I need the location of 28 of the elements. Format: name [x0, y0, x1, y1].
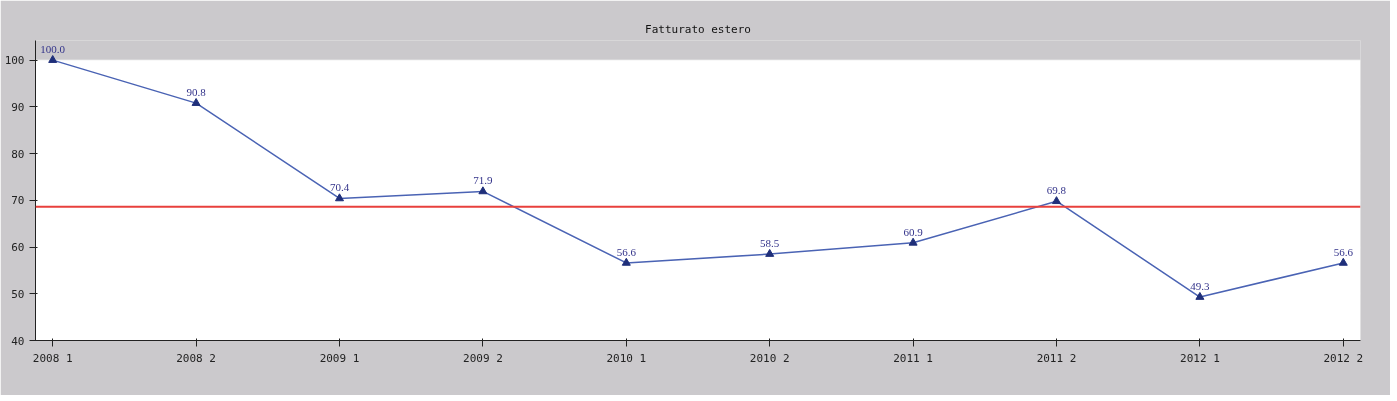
y-tick-label: 50: [11, 287, 25, 301]
x-tick-label: 2009 2: [463, 351, 503, 365]
data-label: 49.3: [1190, 280, 1211, 293]
y-tick-label: 60: [11, 241, 25, 255]
x-tick-label: 2009 1: [319, 351, 360, 365]
x-tick-label: 2010 2: [749, 351, 790, 365]
x-tick-label: 2010 1: [606, 351, 647, 365]
chart-title: Fatturato estero: [645, 22, 751, 36]
data-label: 70.4: [329, 181, 350, 194]
x-tick-label: 2008 2: [176, 351, 216, 365]
y-tick-label: 70: [11, 194, 25, 208]
data-label: 56.6: [1333, 245, 1354, 258]
data-label: 56.6: [616, 245, 637, 258]
x-tick-label: 2011 1: [893, 351, 933, 365]
x-tick-label: 2008 1: [32, 351, 73, 365]
y-tick-label: 80: [11, 147, 25, 161]
data-label: 69.8: [1046, 184, 1067, 197]
y-tick-label: 90: [11, 100, 25, 114]
x-tick-label: 2012 2: [1323, 351, 1364, 365]
data-label: 58.5: [760, 237, 780, 250]
data-label: 60.9: [903, 225, 924, 238]
data-label: 100.0: [40, 43, 66, 56]
data-label: 71.9: [473, 174, 494, 187]
x-tick-label: 2012 1: [1180, 351, 1220, 365]
x-tick-label: 2011 2: [1036, 351, 1077, 365]
data-label: 90.8: [186, 86, 207, 99]
y-tick-label: 100: [4, 54, 25, 68]
y-tick-label: 40: [11, 334, 25, 348]
